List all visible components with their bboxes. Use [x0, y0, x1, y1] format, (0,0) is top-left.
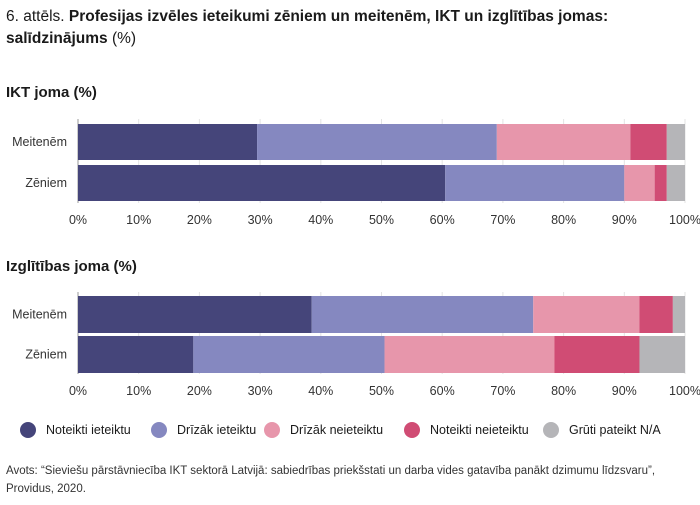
legend-swatch [404, 422, 420, 438]
source-note: Avots: “Sieviešu pārstāvniecība IKT sekt… [6, 465, 656, 495]
bar-segment [78, 165, 446, 201]
legend-item: Noteikti ieteiktu [20, 422, 131, 438]
legend-item: Noteikti neieteiktu [404, 422, 529, 438]
x-tick-label: 70% [490, 213, 515, 227]
x-tick-label: 90% [612, 213, 637, 227]
bar-segment [666, 165, 685, 201]
category-label: Zēniem [25, 348, 67, 362]
legend-item: Grūti pateikt N/A [543, 422, 661, 438]
category-label: Meitenēm [12, 135, 67, 149]
category-label: Zēniem [25, 176, 67, 190]
bar-segment [311, 296, 534, 333]
legend-swatch [264, 422, 280, 438]
x-tick-label: 50% [369, 213, 394, 227]
legend-label: Drīzāk ieteiktu [177, 423, 257, 437]
bar-segment [78, 296, 312, 333]
bar-segment [78, 124, 258, 160]
x-tick-label: 20% [187, 213, 212, 227]
x-tick-label: 40% [308, 213, 333, 227]
bar-segment [257, 124, 497, 160]
legend-label: Drīzāk neieteiktu [290, 423, 384, 437]
x-tick-label: 10% [126, 384, 151, 398]
bar-segment [384, 336, 555, 373]
x-tick-label: 100% [669, 384, 700, 398]
figure-title: 6. attēls. Profesijas izvēles ieteikumi … [6, 6, 686, 50]
legend-item: Drīzāk neieteiktu [264, 422, 383, 438]
x-tick-label: 80% [551, 213, 576, 227]
legend-label: Grūti pateikt N/A [569, 423, 661, 437]
bar-segment [624, 165, 655, 201]
bar-segment [445, 165, 625, 201]
bar-segment [496, 124, 631, 160]
bar-segment [630, 124, 667, 160]
bar-segment [666, 124, 685, 160]
bar-segment [193, 336, 385, 373]
x-tick-label: 50% [369, 384, 394, 398]
bar-segment [654, 165, 667, 201]
legend-item: Drīzāk ieteiktu [151, 422, 256, 438]
legend-label: Noteikti neieteiktu [430, 423, 529, 437]
x-tick-label: 30% [248, 384, 273, 398]
x-tick-label: 70% [490, 384, 515, 398]
legend-swatch [151, 422, 167, 438]
bar-segment [639, 336, 685, 373]
x-tick-label: 90% [612, 384, 637, 398]
bar-segment [533, 296, 640, 333]
bar-segment [78, 336, 194, 373]
x-tick-label: 0% [69, 213, 87, 227]
x-tick-label: 100% [669, 213, 700, 227]
x-tick-label: 80% [551, 384, 576, 398]
x-tick-label: 0% [69, 384, 87, 398]
figure-number: 6. attēls. [6, 8, 65, 25]
legend: Noteikti ieteiktu Drīzāk ieteiktu Drīzāk n… [20, 422, 690, 442]
x-tick-label: 10% [126, 213, 151, 227]
x-tick-label: 20% [187, 384, 212, 398]
stacked-bar-charts: 0% 10% 20% 30% 40% 50% 60% 70% 80% 90% 100% Meitenē… [12, 119, 700, 398]
figure-unit: (%) [111, 30, 137, 47]
legend-swatch [20, 422, 36, 438]
x-tick-label: 30% [248, 213, 273, 227]
figure-heading: Profesijas izvēles ieteikumi zēniem un m… [6, 8, 609, 47]
bar-segment [639, 296, 673, 333]
bar-segment [672, 296, 685, 333]
panel-title-ikt: IKT joma (%) [6, 84, 97, 101]
x-tick-label: 60% [430, 384, 455, 398]
legend-swatch [543, 422, 559, 438]
bar-segment [554, 336, 640, 373]
x-tick-label: 60% [430, 213, 455, 227]
category-label: Meitenēm [12, 308, 67, 322]
x-tick-label: 40% [308, 384, 333, 398]
panel-title-education: Izglītības joma (%) [6, 258, 137, 275]
legend-label: Noteikti ieteiktu [46, 423, 131, 437]
